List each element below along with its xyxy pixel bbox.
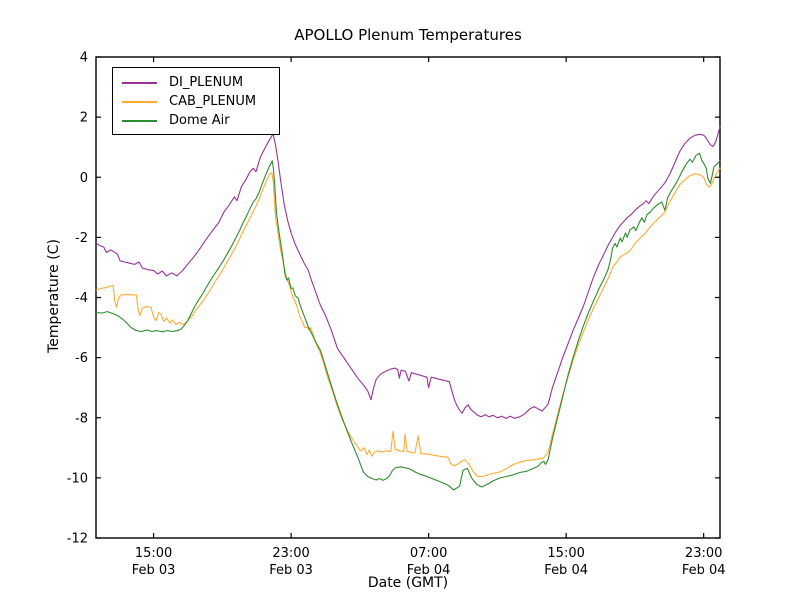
legend-item: Dome Air bbox=[122, 111, 275, 130]
x-tick-time-label: 15:00 bbox=[135, 546, 172, 561]
x-tick-time-label: 07:00 bbox=[410, 546, 447, 561]
y-tick-label: -4 bbox=[75, 291, 88, 306]
y-tick-label: 4 bbox=[80, 51, 88, 66]
series-line-cab-plenum bbox=[95, 167, 721, 478]
legend-label: Dome Air bbox=[169, 113, 230, 128]
y-tick-label: -12 bbox=[67, 532, 88, 547]
x-tick-date-label: Feb 03 bbox=[269, 563, 313, 578]
y-tick-label: -8 bbox=[75, 411, 88, 426]
series-line-dome-air bbox=[95, 152, 721, 491]
legend: DI_PLENUM CAB_PLENUM Dome Air bbox=[112, 67, 280, 135]
legend-line-icon bbox=[122, 81, 157, 84]
legend-label: CAB_PLENUM bbox=[169, 94, 257, 109]
legend-line-icon bbox=[122, 119, 157, 122]
legend-item: DI_PLENUM bbox=[122, 73, 275, 92]
x-tick-date-label: Feb 04 bbox=[544, 563, 588, 578]
y-tick-label: 2 bbox=[80, 111, 88, 126]
legend-item: CAB_PLENUM bbox=[122, 92, 275, 111]
legend-line-icon bbox=[122, 100, 157, 103]
series-line-di-plenum bbox=[95, 126, 721, 419]
y-tick-label: -6 bbox=[75, 351, 88, 366]
x-axis-label: Date (GMT) bbox=[367, 575, 449, 591]
x-tick-time-label: 23:00 bbox=[272, 546, 309, 561]
legend-label: DI_PLENUM bbox=[169, 75, 244, 90]
x-tick-date-label: Feb 03 bbox=[132, 563, 176, 578]
x-tick-time-label: 15:00 bbox=[547, 546, 584, 561]
x-tick-time-label: 23:00 bbox=[685, 546, 722, 561]
x-tick-date-label: Feb 04 bbox=[682, 563, 726, 578]
y-tick-label: -2 bbox=[75, 231, 88, 246]
y-tick-label: 0 bbox=[80, 171, 88, 186]
x-tick-date-label: Feb 04 bbox=[407, 563, 451, 578]
y-tick-label: -10 bbox=[67, 471, 88, 486]
chart-title: APOLLO Plenum Temperatures bbox=[294, 26, 522, 44]
